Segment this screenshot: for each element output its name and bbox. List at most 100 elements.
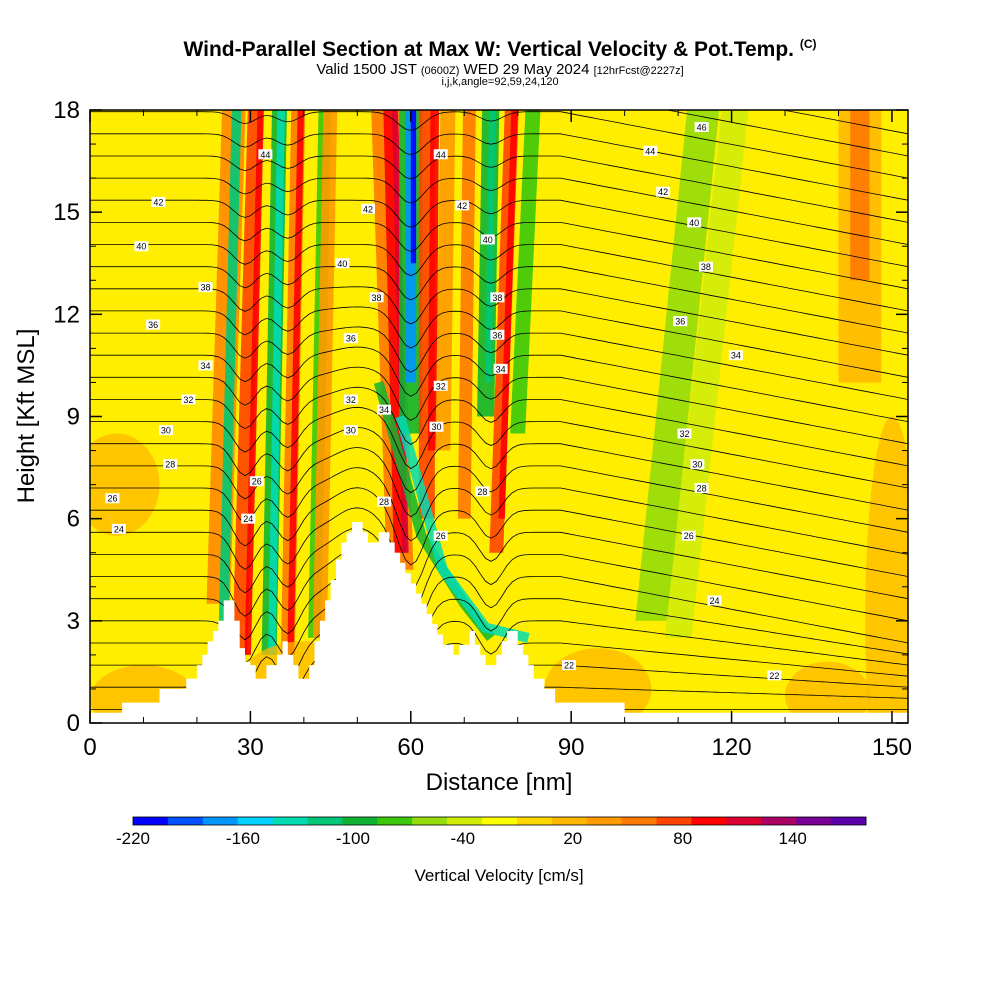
theta-label: 38 xyxy=(198,282,213,293)
colorbar-swatch xyxy=(586,817,623,825)
theta-label-text: 28 xyxy=(379,497,389,507)
theta-label-text: 22 xyxy=(769,671,779,681)
theta-label-bg xyxy=(698,261,713,272)
theta-label-bg xyxy=(369,292,384,303)
y-tick-label: 3 xyxy=(67,608,80,635)
theta-label-text: 36 xyxy=(148,320,158,330)
colorbar-swatch xyxy=(377,817,413,825)
theta-label-bg xyxy=(707,595,722,606)
theta-contour xyxy=(90,199,908,268)
colorbar-tick-label: 140 xyxy=(779,829,807,848)
theta-label-text: 28 xyxy=(165,460,175,470)
theta-label-text: 40 xyxy=(689,218,699,228)
theta-label: 24 xyxy=(707,595,722,606)
velocity-streak xyxy=(850,110,870,281)
theta-contour xyxy=(90,306,908,378)
theta-label: 36 xyxy=(673,316,688,327)
velocity-streak xyxy=(435,110,456,451)
theta-label-bg xyxy=(694,122,709,133)
theta-label-text: 44 xyxy=(645,146,655,156)
y-tick-label: 15 xyxy=(53,199,80,226)
theta-label: 38 xyxy=(698,261,713,272)
theta-label-text: 26 xyxy=(107,494,117,504)
theta-label-bg xyxy=(493,363,508,374)
theta-contour xyxy=(90,406,908,489)
valid-date: WED 29 May 2024 xyxy=(463,61,590,78)
theta-label: 42 xyxy=(361,203,376,214)
theta-label-text: 44 xyxy=(260,150,270,160)
theta-label-bg xyxy=(681,530,696,541)
theta-label-text: 28 xyxy=(477,487,487,497)
theta-label-bg xyxy=(490,329,505,340)
colorbar-swatch xyxy=(482,817,518,825)
theta-label-text: 26 xyxy=(436,531,446,541)
theta-label: 40 xyxy=(687,217,702,228)
valid-time: Valid 1500 JST xyxy=(316,61,417,78)
plot-area: 24 26 28 30 32 34 36 38 40 42 44 24 26 28 30 32 34 36 38 40… xyxy=(90,110,908,723)
theta-label-text: 30 xyxy=(346,426,356,436)
theta-label: 30 xyxy=(429,421,444,432)
colorbar-swatch xyxy=(516,817,553,825)
velocity-patch xyxy=(785,661,871,723)
y-tick-label: 9 xyxy=(67,404,80,431)
x-tick-label: 120 xyxy=(712,734,752,761)
theta-label-bg xyxy=(377,496,392,507)
theta-label: 26 xyxy=(681,530,696,541)
colorbar-swatch xyxy=(133,817,169,825)
theta-label: 22 xyxy=(767,670,782,681)
theta-label: 26 xyxy=(105,493,120,504)
theta-label-bg xyxy=(198,282,213,293)
theta-contour xyxy=(90,177,908,245)
theta-contour xyxy=(90,507,908,600)
theta-contour xyxy=(90,527,908,622)
theta-contour xyxy=(90,244,908,312)
theta-label-bg xyxy=(643,145,658,156)
x-tick-label: 0 xyxy=(83,734,96,761)
theta-label: 26 xyxy=(433,530,448,541)
colorbar-swatch xyxy=(342,817,378,825)
theta-label-text: 34 xyxy=(200,361,210,371)
theta-label-text: 42 xyxy=(153,197,163,207)
theta-label-bg xyxy=(455,200,470,211)
theta-label-bg xyxy=(690,459,705,470)
theta-contour xyxy=(90,547,908,644)
chart-subtitle: Valid 1500 JST (0600Z) WED 29 May 2024 [… xyxy=(0,61,1000,78)
velocity-streak xyxy=(664,110,749,638)
theta-label: 44 xyxy=(643,145,658,156)
theta-label: 28 xyxy=(694,483,709,494)
theta-label-text: 40 xyxy=(337,259,347,269)
theta-contour xyxy=(90,447,908,533)
theta-label: 46 xyxy=(694,122,709,133)
theta-contour xyxy=(90,386,908,467)
theta-label: 32 xyxy=(343,394,358,405)
velocity-streak xyxy=(485,110,496,383)
colorbar-swatch xyxy=(447,817,483,825)
theta-contour xyxy=(90,286,908,356)
theta-contour xyxy=(90,133,908,201)
theta-label: 24 xyxy=(241,513,256,524)
theta-label: 38 xyxy=(490,292,505,303)
theta-label-text: 44 xyxy=(436,150,446,160)
y-axis-label: Height [Kft MSL] xyxy=(13,329,40,504)
theta-label-text: 36 xyxy=(346,334,356,344)
theta-label: 40 xyxy=(480,234,495,245)
theta-label-bg xyxy=(677,428,692,439)
colorbar-swatch xyxy=(551,817,588,825)
chart-title-text: Wind-Parallel Section at Max W: Vertical… xyxy=(183,38,794,61)
theta-label-bg xyxy=(433,530,448,541)
theta-label-text: 26 xyxy=(684,531,694,541)
colorbar-tick-label: -40 xyxy=(451,829,476,848)
theta-label-text: 30 xyxy=(161,426,171,436)
colorbar-swatch xyxy=(412,817,448,825)
theta-label-text: 22 xyxy=(564,661,574,671)
theta-label: 24 xyxy=(111,523,126,534)
x-tick-label: 150 xyxy=(872,734,912,761)
theta-label-text: 38 xyxy=(492,293,502,303)
theta-label-text: 40 xyxy=(136,242,146,252)
theta-label: 28 xyxy=(163,459,178,470)
x-tick-label: 30 xyxy=(237,734,264,761)
theta-label-bg xyxy=(343,394,358,405)
theta-contour xyxy=(90,222,908,290)
theta-label-text: 38 xyxy=(701,262,711,272)
x-tick-label: 90 xyxy=(558,734,585,761)
